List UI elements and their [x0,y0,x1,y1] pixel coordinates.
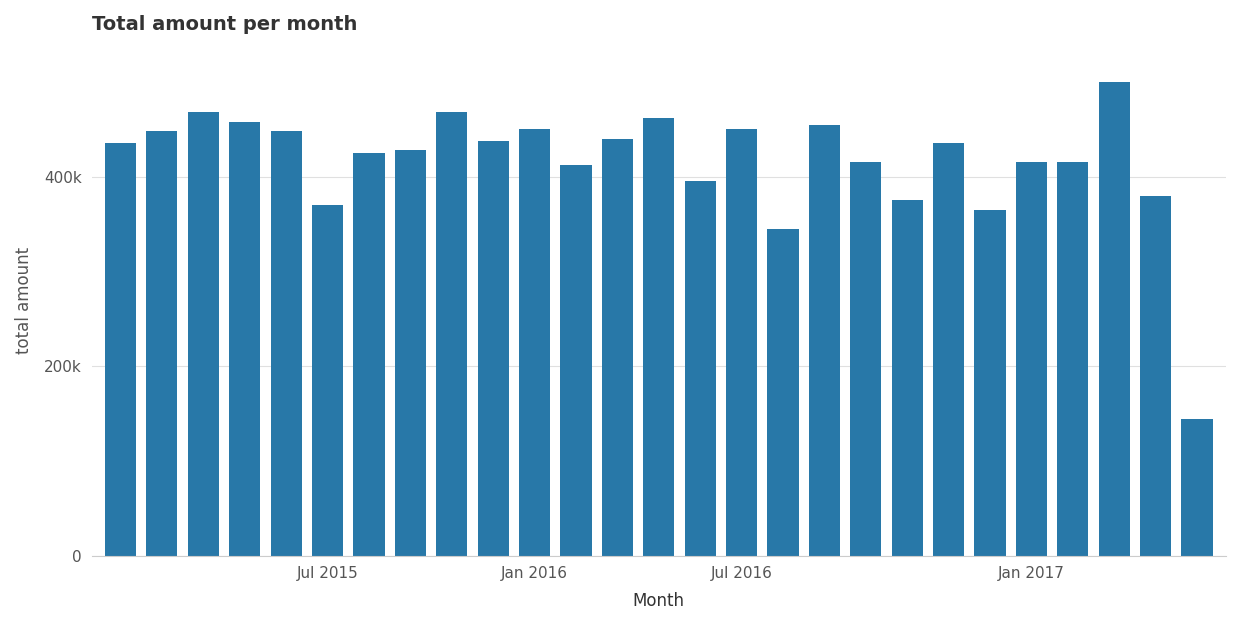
Y-axis label: total amount: total amount [15,246,34,354]
Bar [726,129,757,556]
Bar [478,141,509,556]
Bar [1098,82,1129,556]
Bar [271,131,302,556]
Bar [395,150,426,556]
X-axis label: Month: Month [633,592,685,610]
Bar [643,118,674,556]
Bar [850,162,881,556]
Bar [1057,162,1088,556]
Bar [1181,419,1212,556]
Bar [933,144,964,556]
Bar [187,112,218,556]
Text: Total amount per month: Total amount per month [92,15,357,34]
Bar [105,144,137,556]
Bar [809,124,840,556]
Bar [767,229,798,556]
Bar [974,210,1005,556]
Bar [685,181,716,556]
Bar [437,112,468,556]
Bar [230,122,261,556]
Bar [602,139,633,556]
Bar [311,205,343,556]
Bar [892,201,923,556]
Bar [1140,196,1172,556]
Bar [561,166,592,556]
Bar [519,129,550,556]
Bar [1016,162,1047,556]
Bar [146,131,177,556]
Bar [354,153,385,556]
